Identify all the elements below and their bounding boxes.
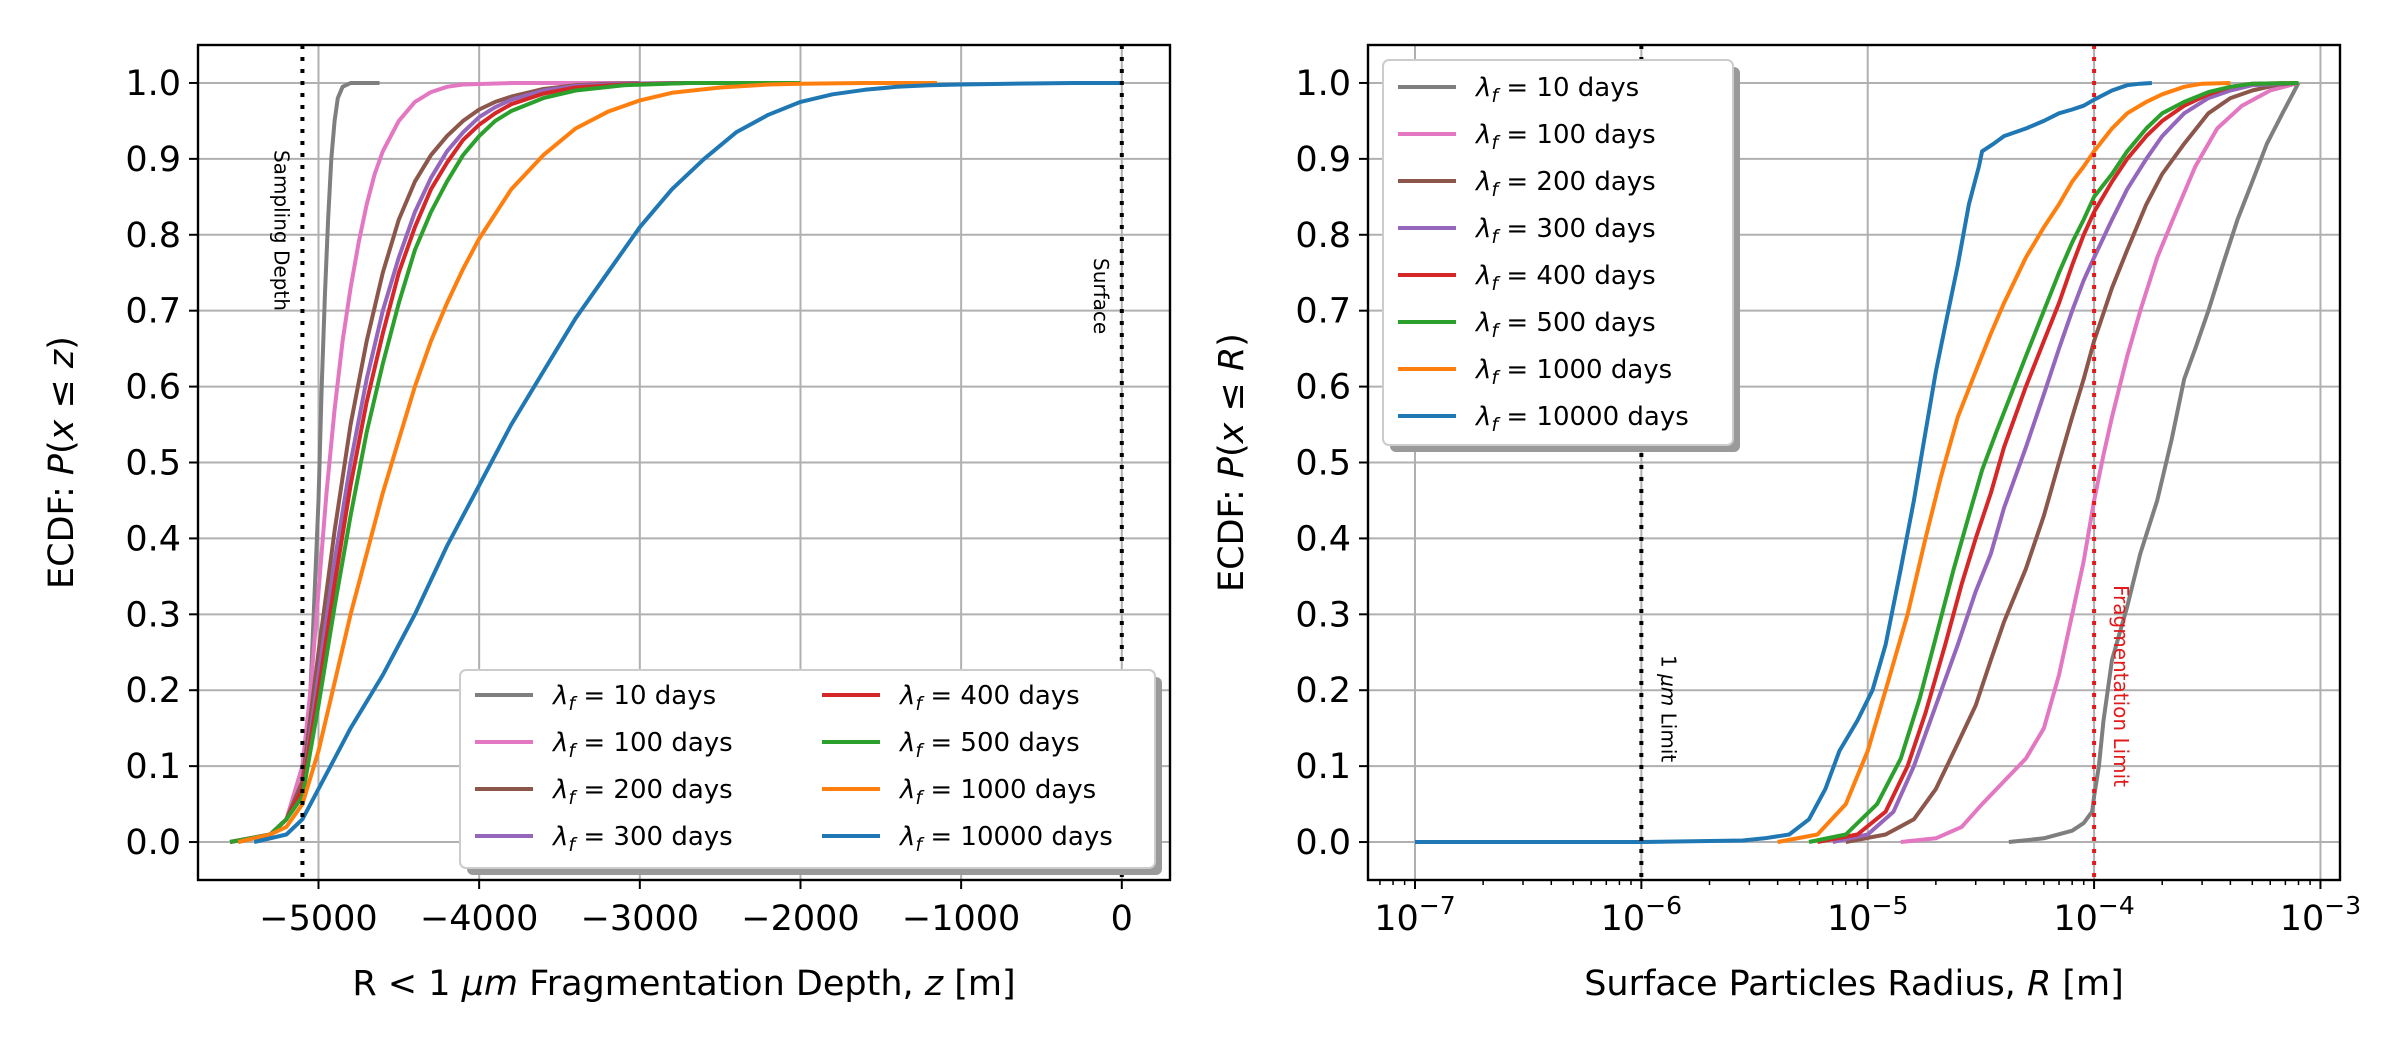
y-tick-label: 0.6 — [125, 368, 181, 408]
reference-line-label: Surface — [1089, 258, 1113, 334]
y-tick-label: 0.5 — [1295, 444, 1351, 484]
legend-item: λf = 10 days — [1398, 73, 1639, 107]
legend-label: λf = 10000 days — [898, 822, 1113, 856]
y-tick-label: 0.0 — [125, 823, 181, 863]
legend-item: λf = 200 days — [475, 775, 733, 809]
y-tick-label: 1.0 — [1295, 64, 1351, 104]
legend-item: λf = 300 days — [1398, 214, 1656, 248]
y-tick-label: 0.3 — [1295, 595, 1351, 635]
x-tick-label: −5000 — [259, 899, 377, 939]
legend-item: λf = 10000 days — [822, 822, 1113, 856]
reference-line-label: Sampling Depth — [269, 150, 293, 311]
series-lines — [1415, 81, 2301, 844]
legend-item: λf = 100 days — [1398, 120, 1656, 154]
legend-label: λf = 500 days — [898, 728, 1080, 762]
legend-label: λf = 1000 days — [898, 775, 1096, 809]
x-tick-label: 10−3 — [2280, 891, 2361, 939]
series-line — [1817, 81, 2299, 844]
x-axis-label: R < 1 μm Fragmentation Depth, z [m] — [352, 964, 1015, 1004]
x-tick-label: 10−7 — [1374, 891, 1455, 939]
legend: λf = 10 days λf = 100 days λf = 200 days λf… — [1382, 59, 1740, 452]
legend-box — [459, 669, 1156, 869]
series-line — [1415, 81, 2153, 844]
legend-label: λf = 400 days — [898, 681, 1080, 715]
y-tick-label: 0.2 — [1295, 671, 1351, 711]
legend-label: λf = 10 days — [1474, 73, 1639, 107]
legend-item: λf = 500 days — [1398, 308, 1656, 342]
y-tick-label: 0.9 — [1295, 140, 1351, 180]
series-line — [1808, 81, 2299, 844]
depth-ecdf-chart: Sampling Depth Surface0.00.10.20.30.40.50… — [42, 43, 1172, 1004]
x-tick-label: 10−4 — [2053, 891, 2134, 939]
legend-item: λf = 1000 days — [1398, 355, 1672, 389]
y-tick-label: 0.4 — [125, 519, 181, 559]
y-tick-label: 0.5 — [125, 444, 181, 484]
x-tick-label: −3000 — [581, 899, 699, 939]
legend-item: λf = 100 days — [475, 728, 733, 762]
y-tick-label: 0.1 — [1295, 747, 1351, 787]
y-axis-label: ECDF: P(x ≤ z) — [42, 336, 82, 589]
series-line — [1832, 81, 2299, 844]
series-line — [229, 81, 801, 844]
y-tick-label: 0.7 — [1295, 292, 1351, 332]
x-tick-label: 10−5 — [1827, 891, 1908, 939]
x-tick-label: 10−6 — [1601, 891, 1682, 939]
reference-line-label: 1 μm Limit — [1656, 655, 1680, 762]
series-line — [237, 81, 937, 844]
y-tick-label: 0.8 — [1295, 216, 1351, 256]
legend-label: λf = 10000 days — [1474, 402, 1689, 436]
x-tick-label: −1000 — [902, 899, 1020, 939]
legend-label: λf = 100 days — [551, 728, 733, 762]
legend-label: λf = 200 days — [1474, 167, 1656, 201]
legend-item: λf = 200 days — [1398, 167, 1656, 201]
legend-item: λf = 400 days — [1398, 261, 1656, 295]
series-line — [1777, 81, 2231, 844]
reference-lines: Sampling Depth Surface — [269, 45, 1124, 880]
legend-item: λf = 10000 days — [1398, 402, 1689, 436]
x-tick-label: −2000 — [741, 899, 859, 939]
y-tick-label: 0.4 — [1295, 519, 1351, 559]
series-line — [2008, 82, 2301, 844]
x-tick-label: 0 — [1111, 899, 1133, 939]
radius-ecdf-chart: 1 μm Limit Fragmentation Limit0.00.10.20.… — [1212, 43, 2361, 1004]
y-tick-label: 1.0 — [125, 64, 181, 104]
x-axis-label: Surface Particles Radius, R [m] — [1584, 964, 2124, 1004]
legend: λf = 10 days λf = 100 days λf = 200 days λf… — [459, 669, 1162, 875]
legend-item: λf = 10 days — [475, 681, 716, 715]
series-line — [253, 81, 1122, 844]
y-tick-label: 0.3 — [125, 595, 181, 635]
legend-label: λf = 200 days — [551, 775, 733, 809]
y-tick-label: 0.0 — [1295, 823, 1351, 863]
legend-box — [1382, 59, 1734, 446]
y-tick-label: 0.8 — [125, 216, 181, 256]
legend-label: λf = 100 days — [1474, 120, 1656, 154]
series-line — [1845, 81, 2299, 844]
legend-label: λf = 400 days — [1474, 261, 1656, 295]
x-tick-label: −4000 — [420, 899, 538, 939]
series-line — [229, 81, 640, 844]
y-tick-label: 0.1 — [125, 747, 181, 787]
y-tick-label: 0.6 — [1295, 368, 1351, 408]
legend-label: λf = 1000 days — [1474, 355, 1672, 389]
reference-lines: 1 μm Limit Fragmentation Limit — [1639, 45, 2133, 880]
legend-item: λf = 300 days — [475, 822, 733, 856]
y-tick-label: 0.9 — [125, 140, 181, 180]
legend-label: λf = 300 days — [1474, 214, 1656, 248]
legend-item: λf = 400 days — [822, 681, 1080, 715]
legend-label: λf = 10 days — [551, 681, 716, 715]
tick-labels: 0.0 0.1 0.2 0.3 0.4 0.5 0.6 0.7 0.8 0.9 1.0 10−7 10−… — [1295, 64, 2361, 939]
y-tick-label: 0.2 — [125, 671, 181, 711]
legend-label: λf = 500 days — [1474, 308, 1656, 342]
y-tick-label: 0.7 — [125, 292, 181, 332]
legend-item: λf = 500 days — [822, 728, 1080, 762]
tick-labels: 0.0 0.1 0.2 0.3 0.4 0.5 0.6 0.7 0.8 0.9 1.0 −5000 −4… — [125, 64, 1133, 939]
reference-line-label: Fragmentation Limit — [2109, 585, 2133, 787]
legend-item: λf = 1000 days — [822, 775, 1096, 809]
legend-label: λf = 300 days — [551, 822, 733, 856]
series-line — [1900, 81, 2300, 844]
y-axis-label: ECDF: P(x ≤ R) — [1212, 333, 1252, 592]
series-lines — [229, 81, 1122, 844]
